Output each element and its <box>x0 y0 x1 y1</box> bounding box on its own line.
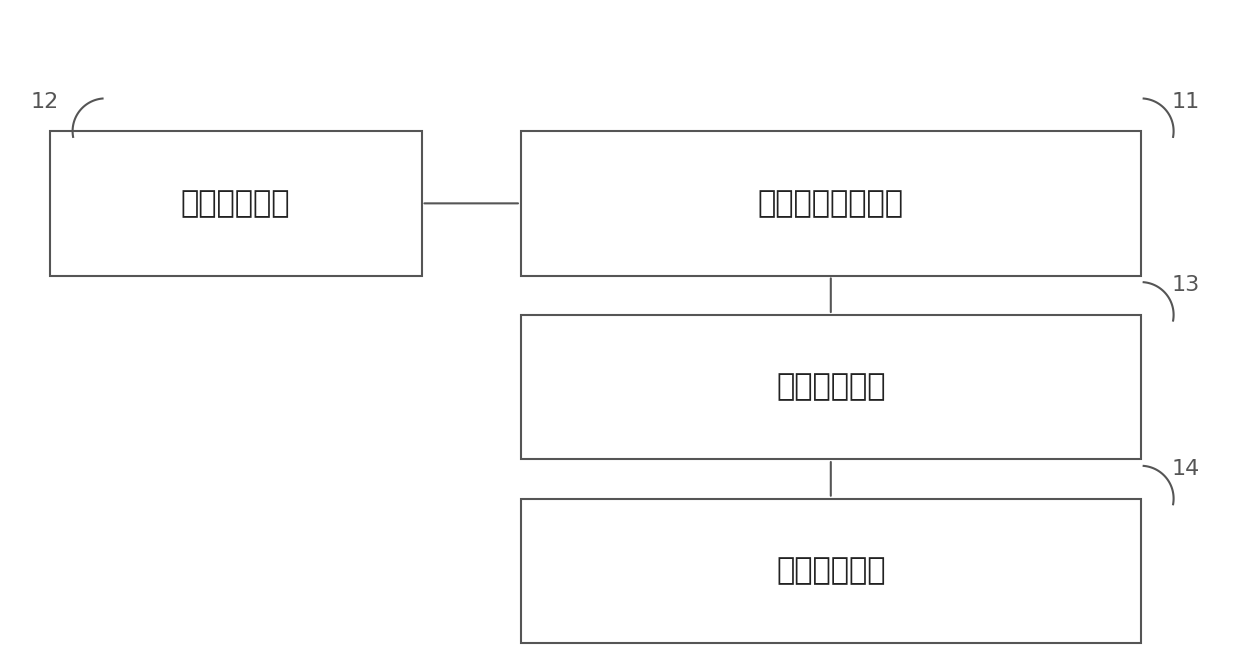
FancyBboxPatch shape <box>521 315 1141 459</box>
Text: 射频天线开关: 射频天线开关 <box>181 189 290 218</box>
Text: 数据处理单元: 数据处理单元 <box>776 373 885 401</box>
Text: 通信控制单元: 通信控制单元 <box>776 556 885 585</box>
Text: 无线信号处理单元: 无线信号处理单元 <box>758 189 904 218</box>
Text: 12: 12 <box>31 92 60 112</box>
Text: 13: 13 <box>1172 276 1200 295</box>
FancyBboxPatch shape <box>521 131 1141 276</box>
FancyBboxPatch shape <box>521 499 1141 643</box>
Text: 11: 11 <box>1172 92 1200 112</box>
Text: 14: 14 <box>1172 459 1200 479</box>
FancyBboxPatch shape <box>50 131 422 276</box>
